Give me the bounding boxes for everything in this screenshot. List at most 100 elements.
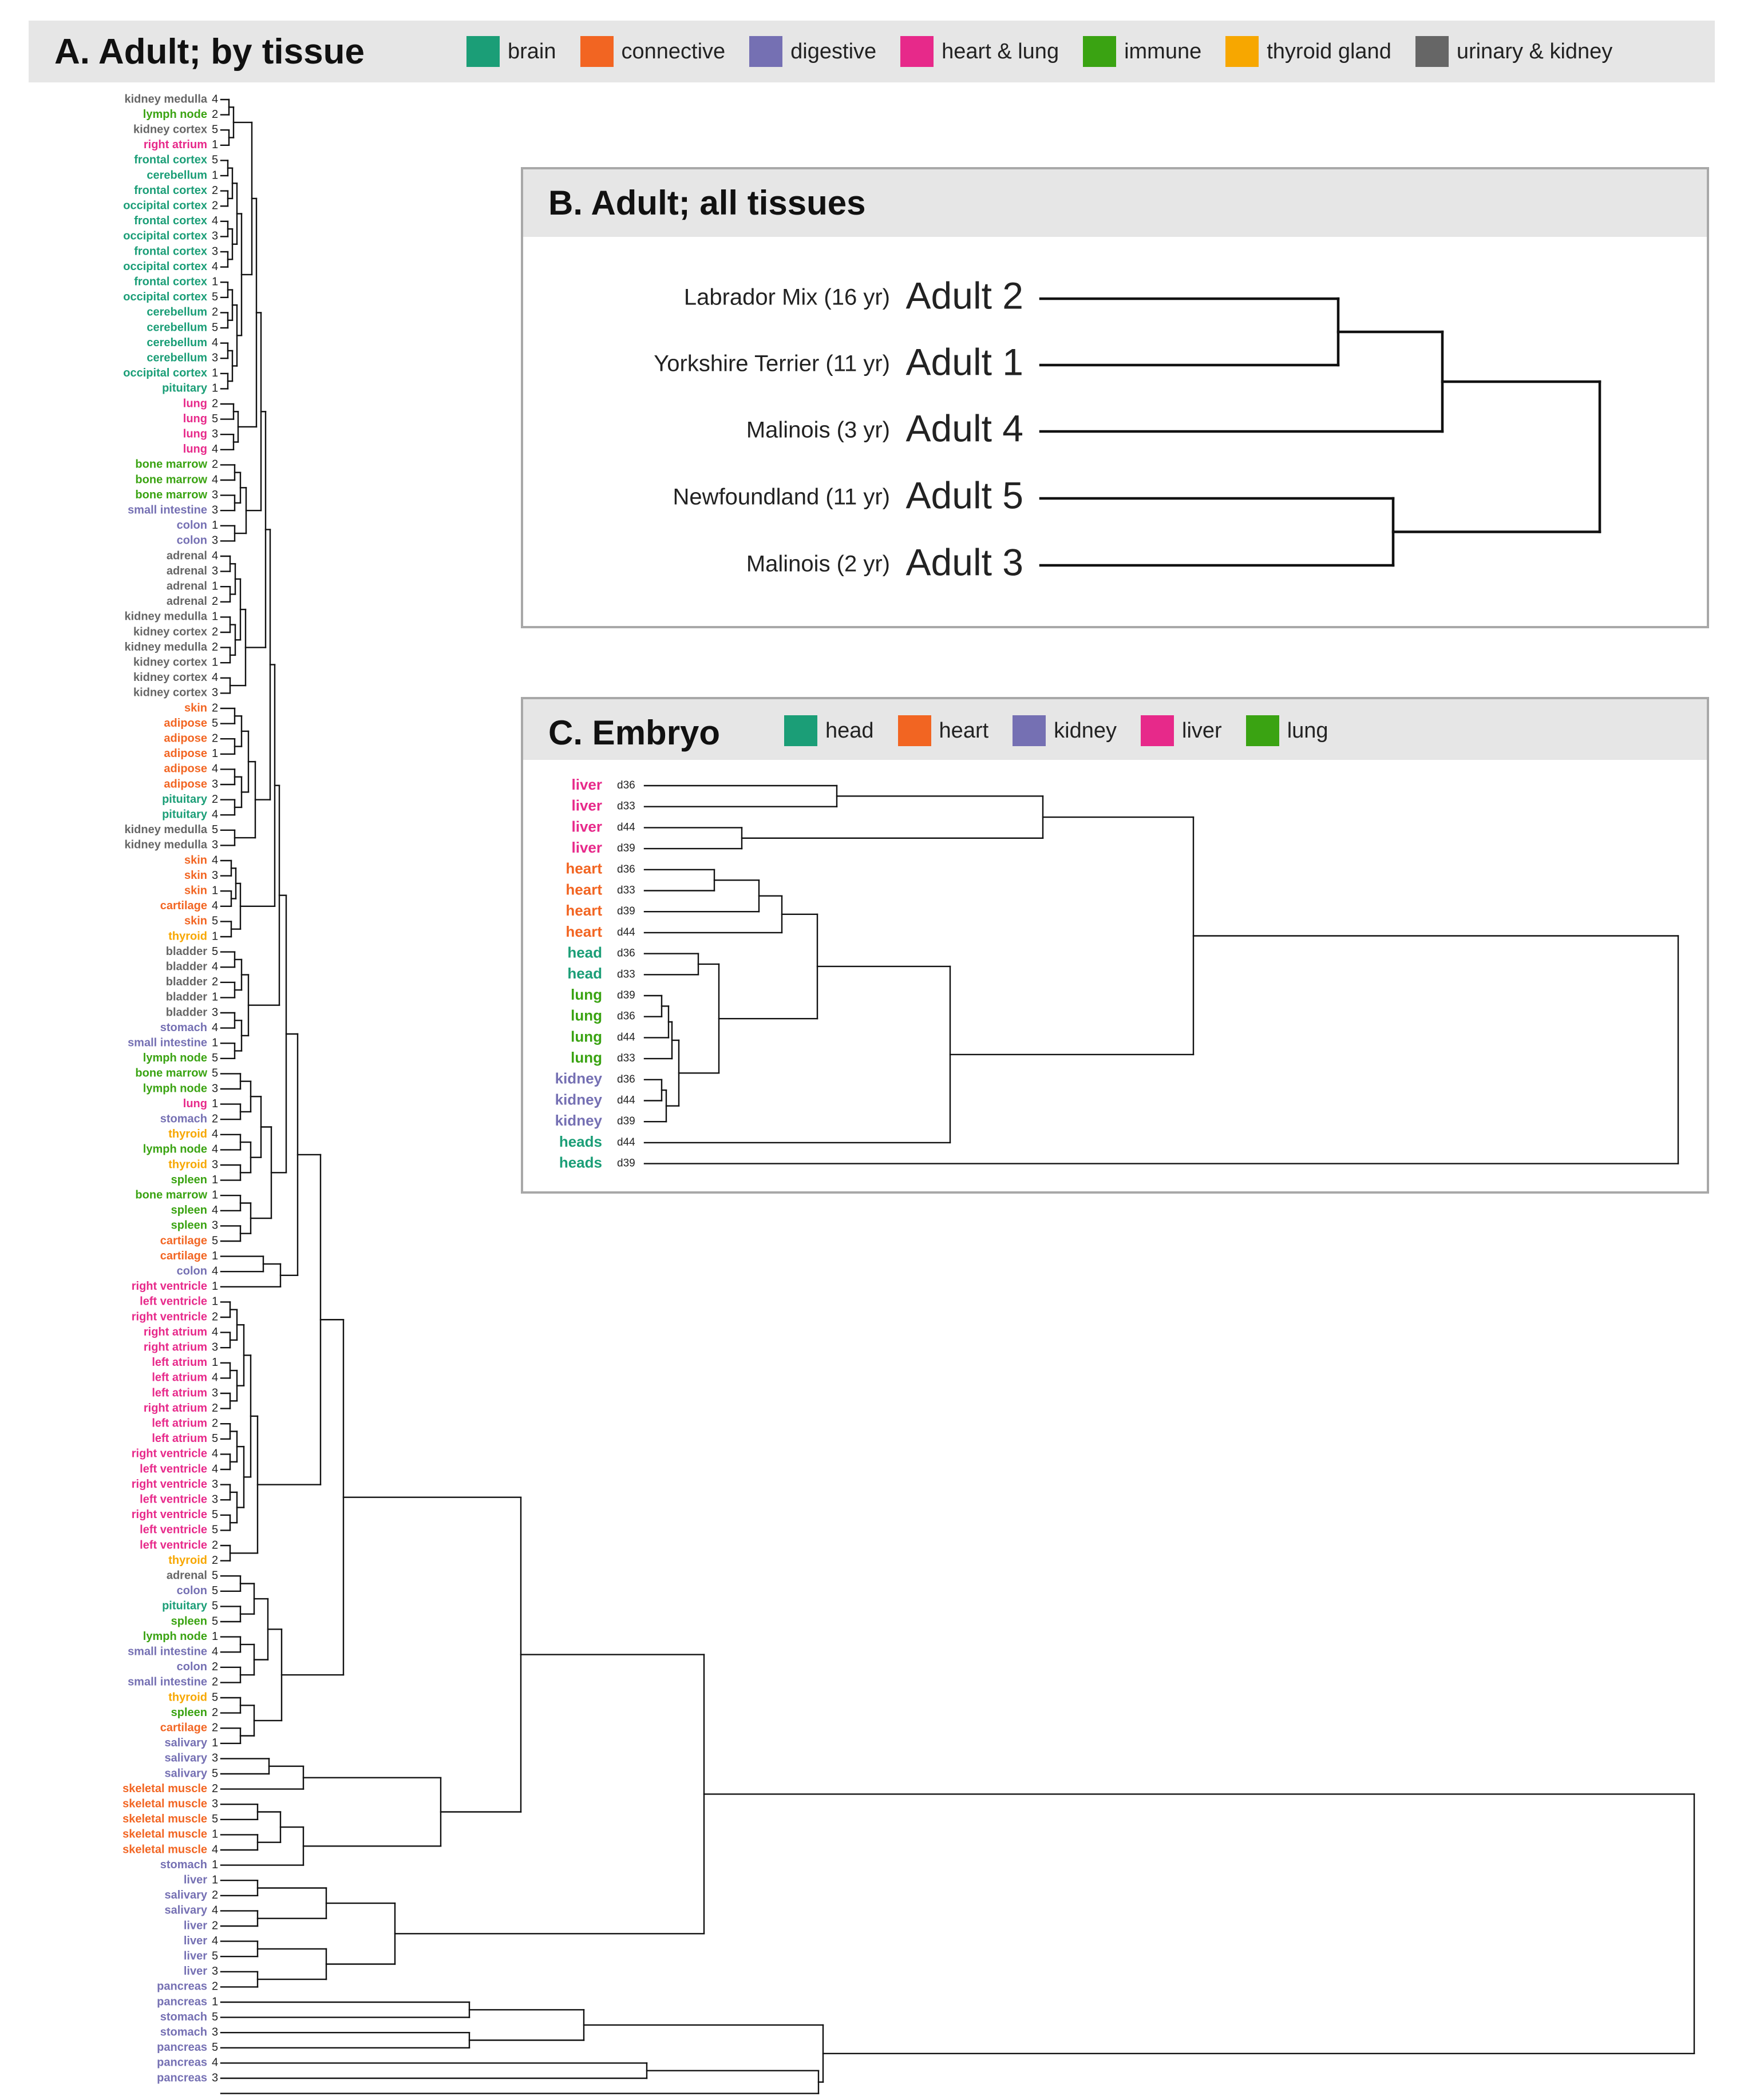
- leaf-label: kidney cortex: [133, 687, 207, 699]
- leaf-label: right ventricle: [132, 1280, 207, 1293]
- leaf-label: lung: [571, 1007, 602, 1024]
- leaf-replicate: 2: [212, 732, 218, 744]
- leaf-replicate: 3: [212, 1965, 218, 1978]
- leaf-label: lymph node: [143, 1052, 207, 1064]
- leaf-label: kidney: [555, 1112, 603, 1129]
- leaf-label: lung: [571, 986, 602, 1003]
- leaf-label: adipose: [164, 778, 207, 790]
- leaf-label: skeletal muscle: [122, 1797, 207, 1810]
- leaf-label: small intestine: [128, 1676, 207, 1689]
- leaf-label: spleen: [171, 1706, 207, 1719]
- legend-swatch: [900, 36, 934, 67]
- leaf-replicate: 2: [212, 397, 218, 410]
- leaf-replicate: 5: [212, 1052, 218, 1064]
- leaf-replicate: 5: [212, 291, 218, 303]
- sample-dog-label: Malinois (3 yr): [746, 418, 890, 443]
- leaf-replicate: 2: [212, 625, 218, 638]
- leaf-day: d36: [617, 948, 635, 960]
- leaf-replicate: 1: [212, 382, 218, 395]
- leaf-replicate: 4: [212, 960, 218, 973]
- leaf-replicate: 2: [212, 306, 218, 319]
- leaf-label: liver: [572, 776, 603, 793]
- legend-swatch: [1245, 715, 1279, 746]
- leaf-replicate: 4: [212, 1128, 218, 1140]
- leaf-replicate: 3: [212, 1341, 218, 1353]
- leaf-label: lung: [183, 427, 207, 440]
- legend-label: kidney: [1054, 718, 1117, 743]
- leaf-label: kidney: [555, 1091, 603, 1108]
- leaf-day: d44: [617, 926, 635, 938]
- leaf-label: left ventricle: [140, 1463, 207, 1475]
- leaf-replicate: 2: [212, 1539, 218, 1551]
- leaf-replicate: 1: [212, 1859, 218, 1871]
- leaf-replicate: 1: [212, 1036, 218, 1049]
- leaf-label: kidney cortex: [133, 671, 207, 684]
- leaf-replicate: 2: [212, 976, 218, 988]
- leaf-label: left atrium: [152, 1417, 207, 1429]
- leaf-label: kidney cortex: [133, 625, 207, 638]
- leaf-label: right ventricle: [132, 1310, 207, 1323]
- leaf-label: stomach: [160, 1859, 207, 1871]
- leaf-replicate: 4: [212, 1843, 218, 1856]
- leaf-replicate: 1: [212, 519, 218, 532]
- leaf-label: skeletal muscle: [122, 1782, 207, 1795]
- leaf-replicate: 4: [212, 1143, 218, 1156]
- leaf-label: liver: [572, 839, 603, 856]
- leaf-label: thyroid: [168, 1128, 207, 1140]
- leaf-replicate: 1: [212, 1828, 218, 1841]
- leaf-replicate: 5: [212, 823, 218, 836]
- leaf-label: left ventricle: [140, 1524, 207, 1536]
- leaf-label: skeletal muscle: [122, 1813, 207, 1825]
- leaf-replicate: 3: [212, 1082, 218, 1095]
- leaf-label: small intestine: [128, 504, 207, 516]
- leaf-replicate: 5: [212, 1950, 218, 1962]
- leaf-label: pancreas: [157, 1995, 207, 2008]
- sample-adult-label: Adult 5: [906, 474, 1023, 516]
- leaf-label: small intestine: [128, 1036, 207, 1049]
- leaf-replicate: 3: [212, 2071, 218, 2084]
- leaf-label: frontal cortex: [134, 245, 207, 257]
- legend-label: liver: [1182, 718, 1222, 743]
- leaf-replicate: 3: [212, 869, 218, 882]
- leaf-replicate: 4: [212, 336, 218, 349]
- leaf-replicate: 1: [212, 1174, 218, 1186]
- leaf-label: head: [567, 965, 602, 982]
- leaf-replicate: 2: [212, 1919, 218, 1932]
- legend-swatch: [1013, 715, 1046, 746]
- leaf-replicate: 4: [212, 443, 218, 455]
- leaf-label: salivary: [164, 1767, 207, 1780]
- leaf-replicate: 4: [212, 1448, 218, 1460]
- leaf-label: bone marrow: [135, 1067, 207, 1080]
- leaf-replicate: 3: [212, 1219, 218, 1232]
- leaf-label: skin: [184, 884, 207, 897]
- leaf-replicate: 1: [212, 1280, 218, 1293]
- panel-c-header: [523, 699, 1707, 760]
- leaf-replicate: 2: [212, 1417, 218, 1429]
- leaf-replicate: 5: [212, 1584, 218, 1597]
- leaf-replicate: 3: [212, 245, 218, 257]
- leaf-label: cerebellum: [147, 321, 207, 334]
- leaf-replicate: 4: [212, 671, 218, 684]
- leaf-replicate: 4: [212, 260, 218, 273]
- legend-item-connective: connective: [580, 36, 725, 67]
- leaf-replicate: 3: [212, 351, 218, 364]
- legend-label: heart: [939, 718, 989, 743]
- leaf-label: head: [567, 944, 602, 961]
- leaf-label: kidney medulla: [125, 839, 208, 851]
- leaf-replicate: 5: [212, 1067, 218, 1080]
- leaf-replicate: 5: [212, 413, 218, 425]
- legend-label: thyroid gland: [1267, 39, 1391, 64]
- leaf-replicate: 4: [212, 1204, 218, 1217]
- leaf-label: pancreas: [157, 2041, 207, 2054]
- leaf-replicate: 1: [212, 611, 218, 623]
- leaf-label: lymph node: [143, 1082, 207, 1095]
- leaf-replicate: 1: [212, 1097, 218, 1110]
- leaf-label: cerebellum: [147, 169, 207, 181]
- leaf-label: right ventricle: [132, 1508, 207, 1521]
- leaf-day: d39: [617, 1115, 635, 1127]
- leaf-replicate: 4: [212, 763, 218, 775]
- leaf-replicate: 3: [212, 565, 218, 577]
- panel-a-legend: brain connective digestive heart & lung …: [466, 36, 1636, 67]
- leaf-label: pituitary: [162, 808, 208, 821]
- leaf-replicate: 4: [212, 1326, 218, 1338]
